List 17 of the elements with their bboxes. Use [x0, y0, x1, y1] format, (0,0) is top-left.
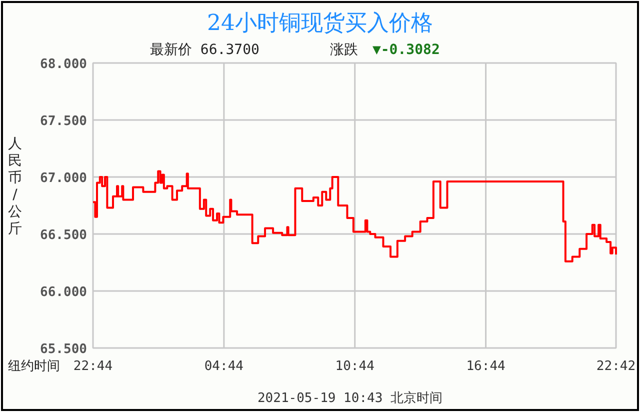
y-axis-title: 人民币/公斤 — [8, 136, 22, 237]
y-tick-label: 68.000 — [40, 57, 88, 72]
chart-title: 24小时铜现货买入价格 — [207, 11, 433, 36]
x-tick-label: 10:44 — [335, 359, 375, 374]
y-tick-label: 66.500 — [40, 228, 88, 243]
chart-subtitle: 最新价 66.3700 — [150, 42, 260, 58]
x-tick-label: 04:44 — [204, 359, 244, 374]
y-tick-label: 66.000 — [40, 285, 88, 300]
y-tick-label: 67.000 — [40, 171, 88, 186]
y-tick-label: 65.500 — [40, 342, 88, 357]
text: 涨跌 ▼-0.3082 — [330, 42, 440, 58]
text: 2021-05-19 10:43 北京时间 — [257, 391, 443, 406]
x-axis-title: 纽约时间 — [8, 359, 60, 374]
x-tick-label: 16:44 — [466, 359, 506, 374]
x-tick-label: 22:44 — [73, 359, 113, 374]
x-tick-label: 22:42 — [596, 359, 636, 374]
y-tick-label: 67.500 — [40, 114, 88, 129]
